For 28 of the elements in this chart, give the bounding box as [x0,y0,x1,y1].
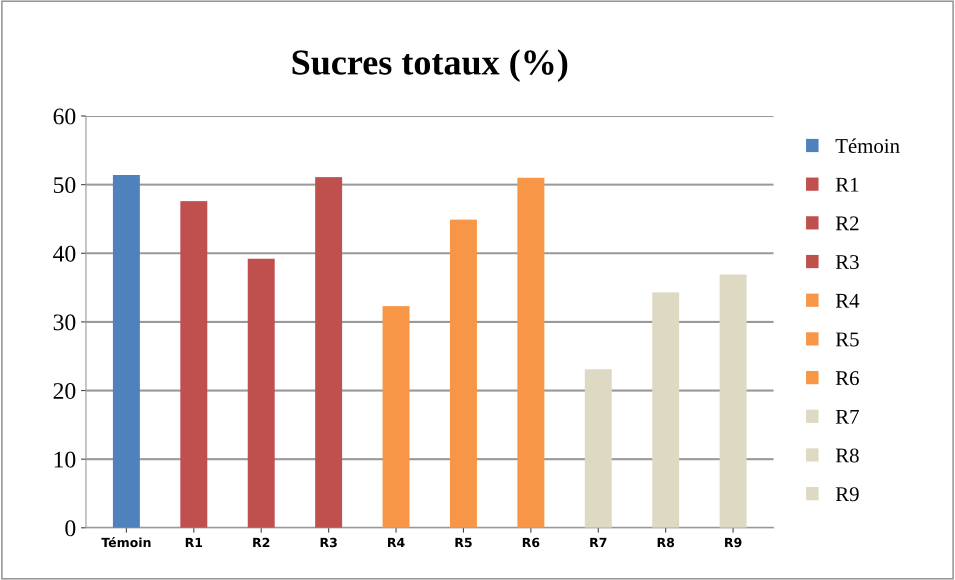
chart-title: Sucres totaux (%) [292,49,568,82]
y-tick-label: 50 [54,177,76,194]
legend-label: R1 [836,178,858,192]
x-tick-label: R2 [253,538,270,548]
x-tick-label: R9 [725,538,742,548]
legend-label: R4 [836,294,860,308]
x-tick-label: R8 [658,538,674,548]
legend-label: R2 [836,216,858,230]
legend-label: R8 [836,448,859,463]
legend-label: Témoin [836,138,900,154]
x-tick-label: Témoin [101,537,150,548]
y-tick-label: 30 [54,314,76,330]
legend-label: R7 [836,410,859,424]
y-tick-label: 10 [54,452,76,468]
legend-label: R5 [836,332,859,346]
y-tick-label: 20 [54,383,76,399]
x-tick-label: R7 [590,538,606,548]
y-tick-label: 60 [54,108,76,124]
x-tick-label: R1 [186,538,202,548]
x-tick-label: R6 [522,538,540,548]
x-tick-label: R5 [455,538,472,548]
x-tick-label: R4 [388,538,405,548]
y-tick-label: 0 [65,520,76,536]
legend-label: R6 [836,371,859,386]
y-tick-label: 40 [53,246,76,262]
legend-label: R9 [836,487,859,502]
x-tick-label: R3 [320,538,337,548]
legend-label: R3 [836,255,859,270]
